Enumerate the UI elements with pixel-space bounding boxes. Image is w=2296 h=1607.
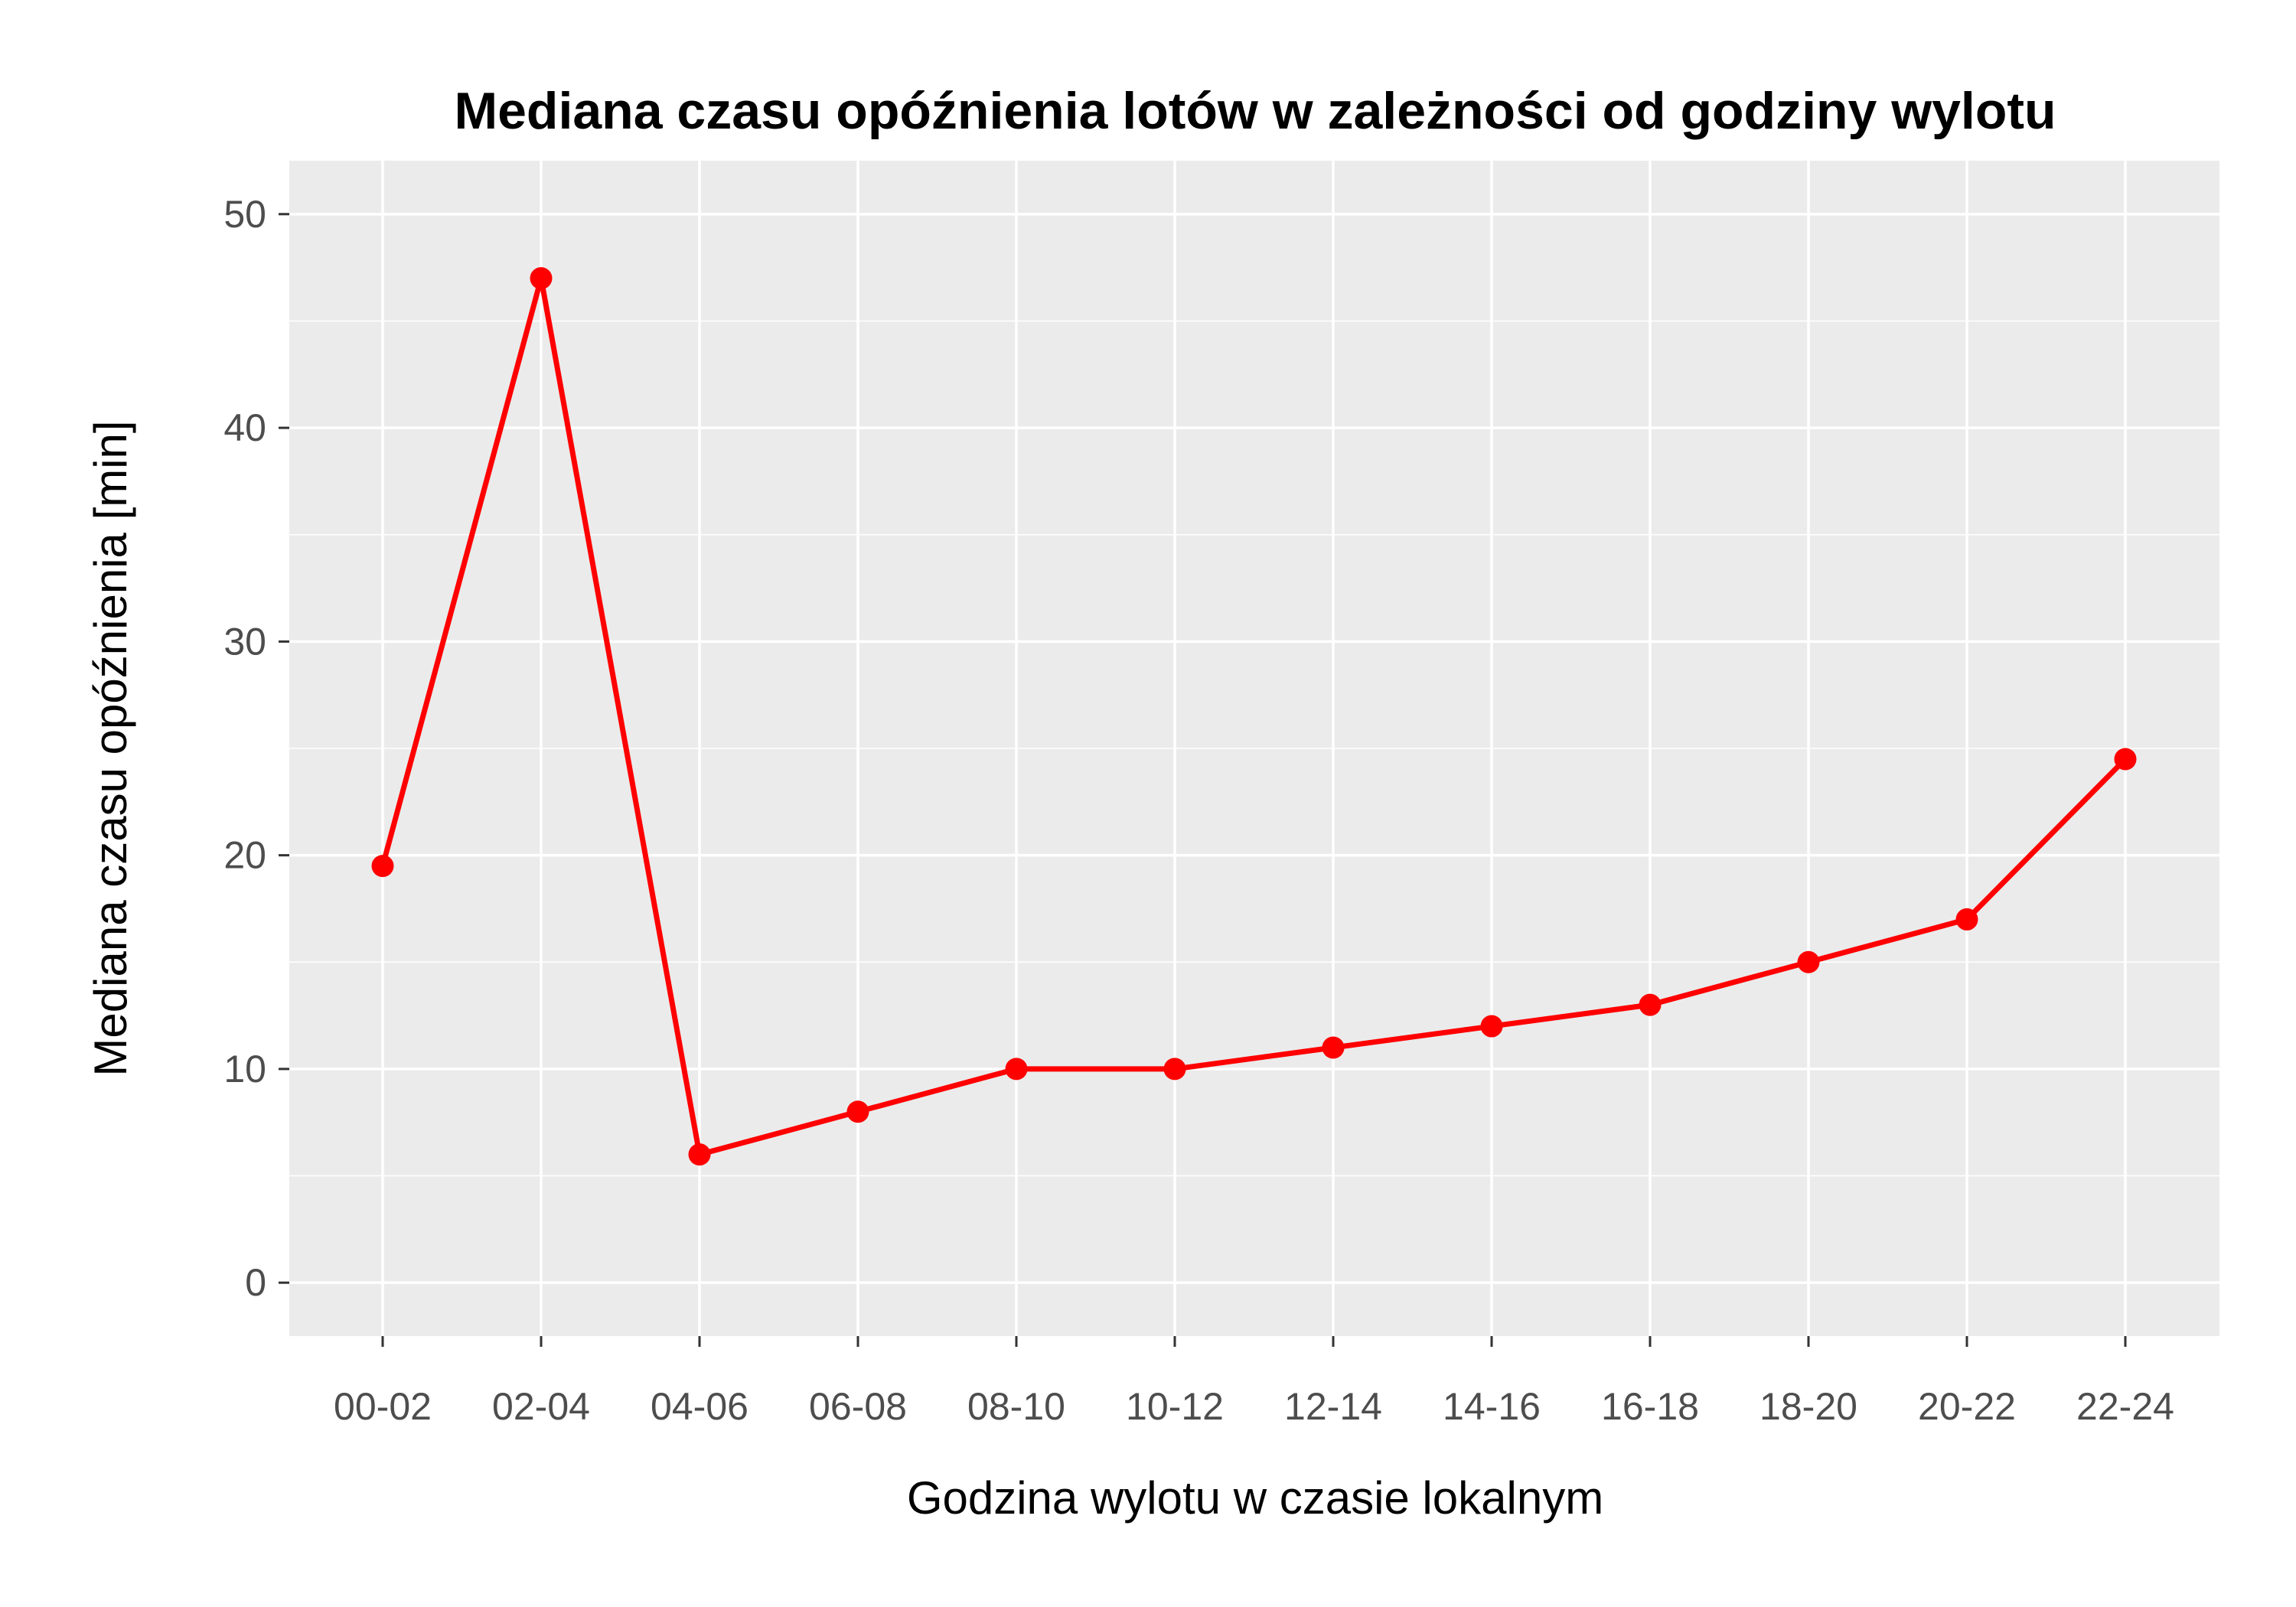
x-tick-label: 22-24	[2076, 1385, 2174, 1428]
grid-minor	[289, 320, 2219, 1177]
x-tick-label: 06-08	[809, 1385, 907, 1428]
x-tick-label: 02-04	[492, 1385, 590, 1428]
x-tick-label: 10-12	[1126, 1385, 1224, 1428]
series-line	[380, 275, 2128, 1158]
data-point	[688, 1143, 711, 1166]
data-point	[1480, 1015, 1503, 1038]
y-tick-label: 40	[223, 406, 266, 449]
data-point	[371, 855, 394, 878]
y-tick-label: 0	[245, 1261, 266, 1304]
y-axis-title: Mediana czasu opóźnienia [min]	[85, 420, 136, 1076]
x-tick-label: 16-18	[1601, 1385, 1699, 1428]
y-axis: 0 10 20 30 40 50	[223, 193, 289, 1304]
series-layer	[371, 267, 2137, 1166]
y-tick-label: 50	[223, 193, 266, 236]
x-axis: 00-02 02-04 04-06 06-08 08-10 10-12 12-14 14-16…	[334, 1336, 2174, 1428]
x-tick-label: 04-06	[651, 1385, 748, 1428]
y-tick-label: 20	[223, 834, 266, 877]
x-tick-label: 14-16	[1443, 1385, 1541, 1428]
data-point	[1955, 908, 1978, 931]
data-point	[1797, 950, 1820, 973]
chart-title: Mediana czasu opóźnienia lotów w zależno…	[454, 82, 2056, 140]
y-tick-label: 30	[223, 620, 266, 663]
data-point	[2114, 748, 2137, 771]
data-point	[1639, 993, 1662, 1016]
x-tick-label: 18-20	[1760, 1385, 1857, 1428]
data-point	[1163, 1058, 1186, 1081]
x-tick-label: 12-14	[1284, 1385, 1382, 1428]
data-point	[846, 1100, 869, 1123]
grid-major	[289, 161, 2219, 1336]
data-point	[1005, 1058, 1028, 1081]
data-point	[530, 267, 553, 290]
data-point	[1322, 1036, 1345, 1059]
x-tick-label: 00-02	[334, 1385, 432, 1428]
x-tick-label: 08-10	[967, 1385, 1065, 1428]
x-tick-label: 20-22	[1918, 1385, 2016, 1428]
y-tick-label: 10	[223, 1048, 266, 1090]
x-axis-title: Godzina wylotu w czasie lokalnym	[907, 1472, 1603, 1524]
